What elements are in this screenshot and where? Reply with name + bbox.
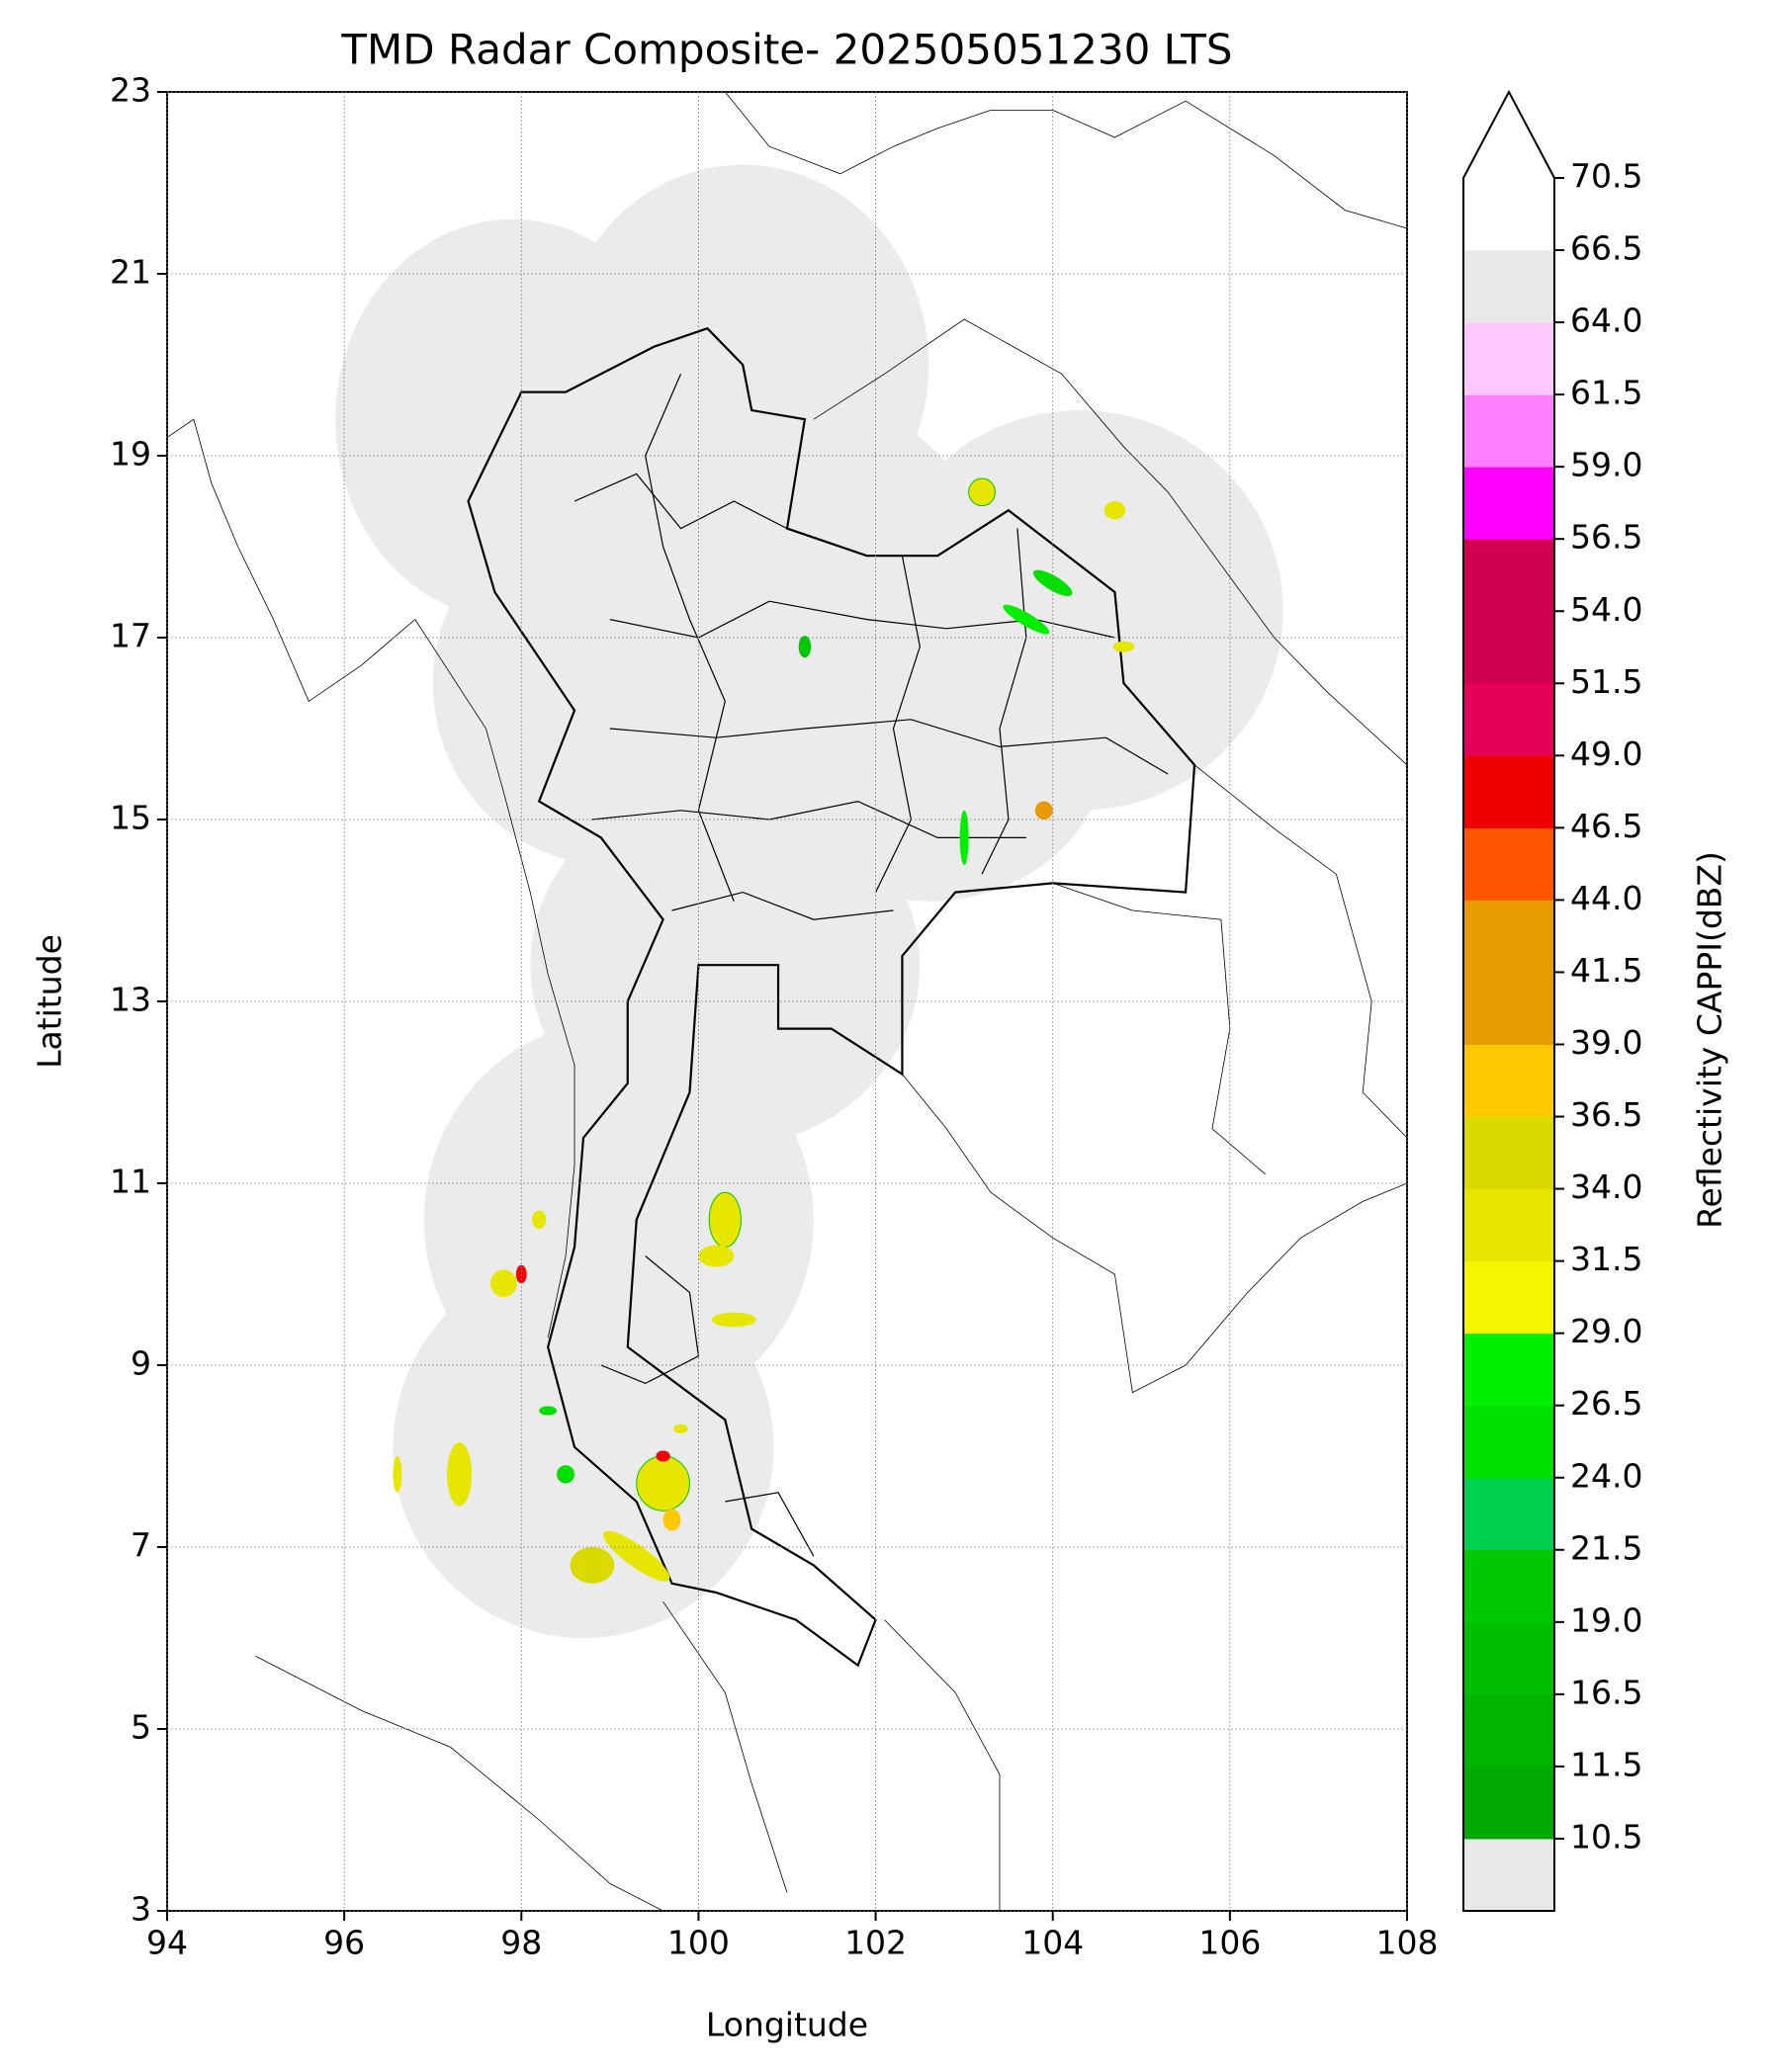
colorbar-tick-label: 51.5 bbox=[1570, 662, 1642, 701]
colorbar-label: Reflectivity CAPPI(dBZ) bbox=[1691, 851, 1729, 1229]
y-tick-label: 3 bbox=[131, 1890, 151, 1929]
colorbar-segment bbox=[1463, 827, 1554, 901]
colorbar-tick-label: 36.5 bbox=[1570, 1095, 1642, 1134]
x-tick-label: 96 bbox=[323, 1924, 365, 1962]
colorbar-segment bbox=[1463, 250, 1554, 323]
x-tick-label: 106 bbox=[1198, 1924, 1261, 1962]
colorbar-segment bbox=[1463, 900, 1554, 973]
y-tick-label: 5 bbox=[131, 1708, 151, 1747]
colorbar-tick-label: 44.0 bbox=[1570, 879, 1642, 917]
y-tick-label: 9 bbox=[131, 1344, 151, 1383]
colorbar-segment bbox=[1463, 539, 1554, 612]
y-tick-label: 15 bbox=[110, 799, 151, 837]
colorbar-tick-label: 66.5 bbox=[1570, 229, 1642, 268]
colorbar-segment bbox=[1463, 683, 1554, 756]
chart-title: TMD Radar Composite- 202505051230 LTS bbox=[340, 26, 1232, 74]
colorbar-segment bbox=[1463, 1405, 1554, 1479]
y-tick-label: 11 bbox=[110, 1163, 151, 1201]
colorbar-tick-label: 59.0 bbox=[1570, 446, 1642, 484]
colorbar-tick-label: 31.5 bbox=[1570, 1240, 1642, 1278]
colorbar-segment bbox=[1463, 1766, 1554, 1840]
y-tick-label: 17 bbox=[110, 617, 151, 655]
colorbar-tick-label: 56.5 bbox=[1570, 518, 1642, 557]
colorbar-segment bbox=[1463, 611, 1554, 684]
colorbar-tick-label: 10.5 bbox=[1570, 1817, 1642, 1856]
x-axis-label: Longitude bbox=[706, 2006, 868, 2044]
x-tick-label: 102 bbox=[844, 1924, 907, 1962]
colorbar-segment bbox=[1463, 1333, 1554, 1407]
colorbar-tick-label: 24.0 bbox=[1570, 1456, 1642, 1495]
thailand-border bbox=[469, 328, 1194, 1665]
y-axis-label: Latitude bbox=[31, 934, 69, 1069]
colorbar-segment bbox=[1463, 467, 1554, 540]
colorbar-tick-label: 70.5 bbox=[1570, 157, 1642, 196]
colorbar-segment bbox=[1463, 1549, 1554, 1623]
y-tick-label: 23 bbox=[110, 71, 151, 110]
colorbar-segment bbox=[1463, 1477, 1554, 1551]
colorbar-segment bbox=[1463, 322, 1554, 395]
x-tick-label: 94 bbox=[146, 1924, 188, 1962]
colorbar-tick-label: 19.0 bbox=[1570, 1600, 1642, 1639]
colorbar-segment bbox=[1463, 1044, 1554, 1118]
colorbar-tick-label: 54.0 bbox=[1570, 590, 1642, 629]
colorbar-tick-label: 61.5 bbox=[1570, 374, 1642, 412]
map-layers bbox=[167, 92, 1407, 1911]
x-tick-label: 104 bbox=[1021, 1924, 1084, 1962]
colorbar-tick-label: 41.5 bbox=[1570, 951, 1642, 990]
colorbar-segment bbox=[1463, 972, 1554, 1045]
colorbar-segment bbox=[1463, 1260, 1554, 1335]
colorbar-under bbox=[1463, 1838, 1554, 1911]
colorbar-tick-label: 11.5 bbox=[1570, 1745, 1642, 1783]
colorbar-tick-label: 49.0 bbox=[1570, 734, 1642, 773]
y-tick-label: 13 bbox=[110, 981, 151, 1019]
colorbar-segment bbox=[1463, 1693, 1554, 1768]
colorbar-tick-label: 34.0 bbox=[1570, 1167, 1642, 1206]
colorbar-tick-label: 16.5 bbox=[1570, 1673, 1642, 1711]
colorbar-tick-label: 29.0 bbox=[1570, 1312, 1642, 1350]
radar-echoes bbox=[393, 478, 1135, 1584]
x-tick-label: 108 bbox=[1376, 1924, 1439, 1962]
colorbar-segment bbox=[1463, 1116, 1554, 1190]
x-tick-label: 98 bbox=[500, 1924, 542, 1962]
colorbar-tick-label: 46.5 bbox=[1570, 807, 1642, 845]
y-tick-label: 21 bbox=[110, 253, 151, 292]
colorbar-segment bbox=[1463, 755, 1554, 828]
colorbar-segment bbox=[1463, 394, 1554, 468]
coastlines bbox=[167, 92, 1407, 1911]
colorbar-tick-label: 26.5 bbox=[1570, 1384, 1642, 1423]
x-tick-label: 100 bbox=[667, 1924, 730, 1962]
colorbar-tick-label: 64.0 bbox=[1570, 302, 1642, 340]
colorbar-tick-label: 21.5 bbox=[1570, 1528, 1642, 1567]
colorbar-segment bbox=[1463, 1621, 1554, 1695]
colorbar-over bbox=[1463, 92, 1554, 178]
y-tick-label: 7 bbox=[131, 1526, 151, 1565]
colorbar-segment bbox=[1463, 1188, 1554, 1262]
y-tick-label: 19 bbox=[110, 435, 151, 474]
province-borders bbox=[574, 374, 1168, 1556]
colorbar-tick-label: 39.0 bbox=[1570, 1023, 1642, 1062]
map-area bbox=[167, 92, 1407, 1911]
colorbar-segment bbox=[1463, 178, 1554, 251]
